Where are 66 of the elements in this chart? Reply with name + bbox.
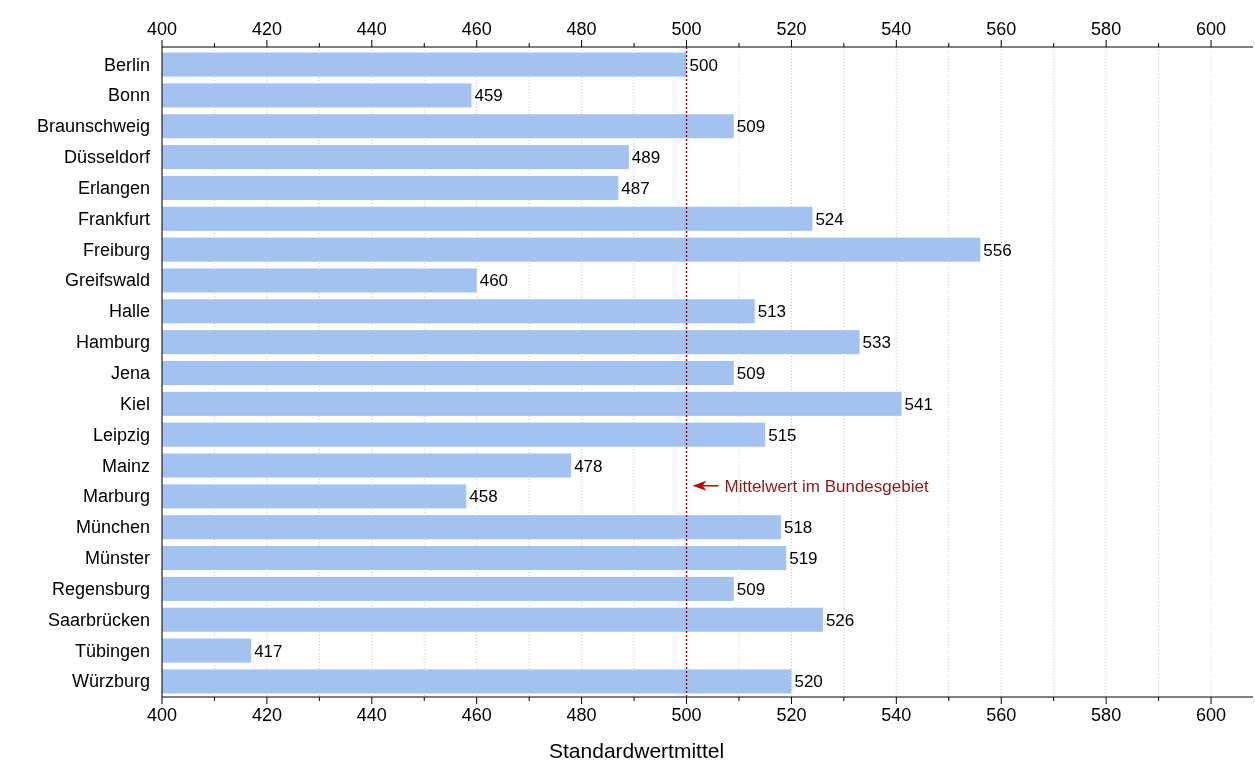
data-label: 513 [757,302,787,322]
x2-tick-label: 500 [671,19,702,39]
y-tick-label: Bonn [107,85,150,106]
x-tick-label: 400 [146,705,178,725]
x2-tick-label: 480 [566,19,597,39]
y-tick-label: Leipzig [92,424,150,445]
data-label: 519 [789,549,818,569]
data-label: 518 [783,518,813,538]
y-tick-label: Tübingen [74,640,150,661]
y-tick-label: Regensburg [51,578,150,599]
data-label: 556 [983,240,1012,260]
data-label: 417 [254,641,283,661]
x2-tick-label: 420 [251,19,282,39]
data-label: 526 [825,610,855,630]
data-label: 520 [794,672,823,692]
x-tick-label: 520 [776,705,807,725]
x-tick-label: 560 [986,705,1017,725]
ref-line-label: Mittelwert im Bundesgebiet [724,476,929,496]
data-label: 487 [621,178,650,198]
data-label: 459 [474,86,503,106]
x-tick-label: 580 [1091,705,1122,725]
y-tick-label: Erlangen [77,177,150,198]
y-tick-label: Würzburg [71,671,150,692]
x2-tick-label: 400 [146,19,178,39]
data-label: 533 [862,333,891,353]
x2-tick-label: 460 [461,19,492,39]
x2-tick-label: 440 [356,19,387,39]
data-label: 509 [736,579,766,599]
data-label: 458 [469,487,498,507]
x2-tick-label: 540 [881,19,912,39]
data-label: 500 [689,55,718,75]
data-label: 489 [631,148,661,168]
x2-tick-label: 560 [986,19,1017,39]
x2-tick-label: 580 [1091,19,1122,39]
x-tick-label: 460 [461,705,492,725]
y-tick-label: München [75,517,150,538]
data-label: 509 [736,364,766,383]
y-tick-label: Braunschweig [36,116,150,137]
y-tick-label: Greifswald [64,270,150,291]
data-label: 460 [479,271,509,291]
y-tick-label: Münster [84,548,150,569]
y-tick-label: Saarbrücken [47,609,150,630]
y-tick-label: Frankfurt [77,208,150,229]
y-tick-label: Freiburg [82,239,150,260]
x2-tick-label: 600 [1196,19,1227,39]
data-label: 509 [736,117,766,137]
x-axis-title: Standardwertmittel [549,739,725,762]
y-tick-label: Mainz [101,455,150,476]
y-tick-label: Berlin [103,54,150,75]
x-tick-label: 480 [566,705,597,725]
y-tick-label: Düsseldorf [63,147,151,168]
y-tick-label: Jena [110,363,151,383]
x-tick-label: 540 [881,705,912,725]
y-tick-label: Marburg [82,486,150,507]
x-tick-label: 420 [251,705,282,725]
x-tick-label: 500 [671,705,702,725]
y-tick-label: Hamburg [75,332,150,353]
data-label: 524 [815,209,844,229]
x-tick-label: 440 [356,705,387,725]
data-label: 515 [768,425,797,445]
data-label: 541 [904,394,933,414]
y-tick-label: Kiel [119,393,150,414]
data-label: 478 [574,456,603,476]
y-tick-label: Halle [108,301,150,322]
x-tick-label: 600 [1196,705,1227,725]
x2-tick-label: 520 [776,19,807,39]
